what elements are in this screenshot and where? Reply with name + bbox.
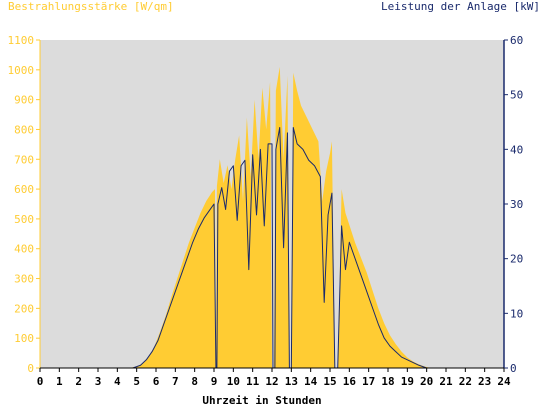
x-tick-label: 18 xyxy=(381,375,394,388)
x-tick-label: 21 xyxy=(439,375,453,388)
left-tick-label: 200 xyxy=(14,302,34,315)
right-axis-title: Leistung der Anlage [kW] xyxy=(381,0,540,13)
left-tick-label: 1000 xyxy=(8,64,35,77)
x-tick-label: 9 xyxy=(211,375,218,388)
x-tick-label: 12 xyxy=(265,375,278,388)
x-tick-label: 24 xyxy=(497,375,511,388)
right-tick-label: 40 xyxy=(510,143,523,156)
left-tick-label: 900 xyxy=(14,94,34,107)
right-tick-label: 10 xyxy=(510,307,523,320)
x-tick-label: 4 xyxy=(114,375,121,388)
left-tick-label: 800 xyxy=(14,123,34,136)
left-tick-label: 100 xyxy=(14,332,34,345)
x-tick-label: 14 xyxy=(304,375,318,388)
x-tick-label: 2 xyxy=(75,375,82,388)
left-tick-label: 700 xyxy=(14,153,34,166)
x-tick-label: 11 xyxy=(246,375,260,388)
x-tick-label: 19 xyxy=(401,375,414,388)
x-axis-title: Uhrzeit in Stunden xyxy=(202,394,321,407)
right-tick-label: 0 xyxy=(510,362,517,375)
left-tick-label: 400 xyxy=(14,243,34,256)
x-tick-label: 20 xyxy=(420,375,433,388)
right-tick-label: 50 xyxy=(510,89,523,102)
x-tick-label: 23 xyxy=(478,375,491,388)
x-tick-label: 8 xyxy=(191,375,198,388)
x-tick-label: 17 xyxy=(362,375,375,388)
left-tick-label: 0 xyxy=(27,362,34,375)
right-tick-label: 20 xyxy=(510,253,523,266)
x-tick-label: 13 xyxy=(285,375,298,388)
left-tick-label: 300 xyxy=(14,273,34,286)
left-tick-label: 1100 xyxy=(8,34,35,47)
x-tick-label: 1 xyxy=(56,375,63,388)
x-tick-label: 15 xyxy=(323,375,336,388)
left-axis-title: Bestrahlungsstärke [W/qm] xyxy=(8,0,174,13)
x-tick-label: 16 xyxy=(343,375,357,388)
axes-layer: 0100200300400500600700800900100011000102… xyxy=(8,34,524,388)
x-tick-label: 7 xyxy=(172,375,179,388)
left-tick-label: 500 xyxy=(14,213,34,226)
x-tick-label: 3 xyxy=(95,375,102,388)
x-tick-label: 5 xyxy=(133,375,140,388)
x-tick-label: 22 xyxy=(459,375,472,388)
right-tick-label: 30 xyxy=(510,198,523,211)
right-tick-label: 60 xyxy=(510,34,523,47)
x-tick-label: 0 xyxy=(37,375,44,388)
x-tick-label: 6 xyxy=(153,375,160,388)
x-tick-label: 10 xyxy=(227,375,240,388)
left-tick-label: 600 xyxy=(14,183,34,196)
